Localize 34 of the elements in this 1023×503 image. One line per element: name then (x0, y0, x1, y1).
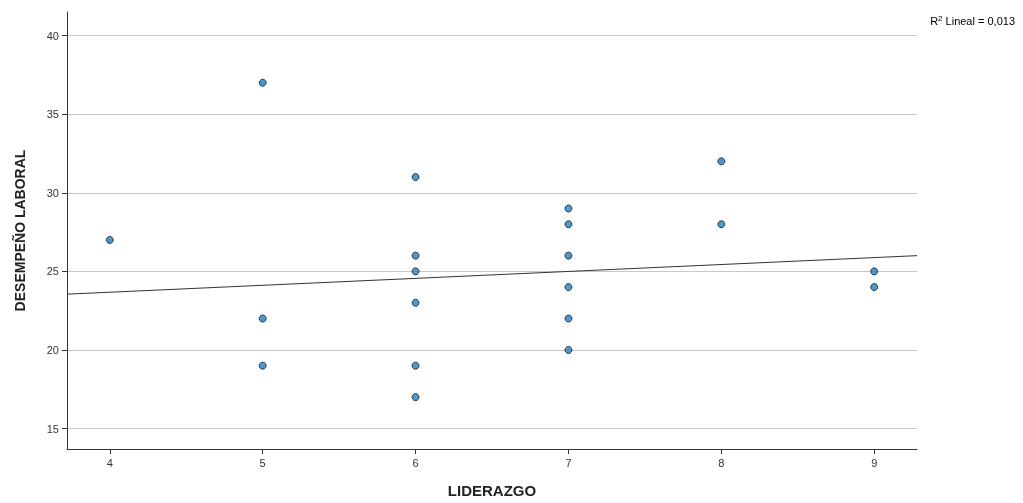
point (564, 314, 573, 323)
y-axis-title: DESEMPEÑO LABORAL (11, 149, 28, 312)
point (564, 220, 573, 229)
point (717, 157, 726, 166)
point (411, 267, 420, 276)
point (564, 283, 573, 292)
x-axis-title: LIDERAZGO (447, 482, 537, 499)
x-tick-label: 8 (718, 456, 725, 469)
point (258, 361, 267, 370)
x-tick-label: 4 (106, 456, 113, 469)
point (105, 235, 114, 244)
x-tick-label: 7 (565, 456, 572, 469)
point (411, 393, 420, 402)
point (411, 298, 420, 307)
point (870, 283, 879, 292)
point (717, 220, 726, 229)
x-tick-label: 9 (871, 456, 878, 469)
point (564, 204, 573, 213)
point (411, 251, 420, 260)
y-tick-label: 25 (46, 265, 59, 278)
x-tick-label: 6 (412, 456, 419, 469)
y-tick-label: 30 (46, 186, 59, 199)
y-tick-label: 40 (46, 29, 59, 42)
point (258, 314, 267, 323)
point (411, 361, 420, 370)
y-tick-label: 35 (46, 108, 59, 121)
y-tick-label: 15 (46, 422, 59, 435)
point (564, 251, 573, 260)
y-tick-label: 20 (46, 343, 59, 356)
point (564, 345, 573, 354)
x-tick-label: 5 (259, 456, 266, 469)
point (870, 267, 879, 276)
point (258, 78, 267, 87)
point (411, 173, 420, 182)
